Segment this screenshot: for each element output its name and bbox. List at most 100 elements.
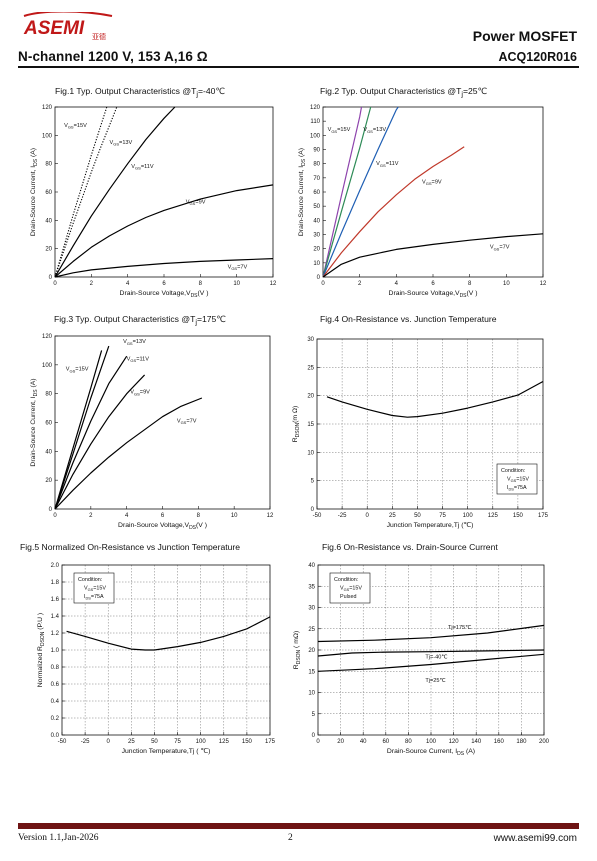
series-line-1 bbox=[326, 380, 544, 418]
y-tick-label: 0 bbox=[49, 275, 53, 281]
x-axis-title: Drain-Source Voltage,VDS(V ) bbox=[120, 290, 209, 299]
y-tick-label: 10 bbox=[308, 691, 315, 697]
footer-website[interactable]: www.asemi99.com bbox=[493, 833, 577, 844]
y-tick-label: 1.6 bbox=[51, 597, 60, 603]
x-tick-label: 60 bbox=[382, 739, 389, 745]
x-tick-label: 6 bbox=[162, 281, 166, 287]
y-tick-label: 0 bbox=[317, 275, 321, 281]
y-tick-label: 80 bbox=[45, 392, 52, 398]
series-line-3 bbox=[54, 355, 128, 510]
series-line-1 bbox=[317, 624, 545, 643]
x-tick-label: 10 bbox=[231, 513, 238, 519]
fig3-title: Fig.3 Typ. Output Characteristics @Tj=17… bbox=[54, 314, 226, 327]
series-label: VGS=13V bbox=[110, 140, 133, 147]
series-label: Tj=175℃ bbox=[448, 625, 472, 631]
y-tick-label: 0.2 bbox=[51, 716, 60, 722]
x-tick-label: 0 bbox=[366, 513, 370, 519]
y-tick-label: 60 bbox=[313, 190, 320, 196]
x-tick-label: 10 bbox=[503, 281, 510, 287]
x-axis-title: Drain-Source Voltage,VDS(V ) bbox=[389, 290, 478, 299]
x-tick-label: 0 bbox=[316, 739, 320, 745]
y-tick-label: 30 bbox=[308, 606, 315, 612]
series-label: VGS=9V bbox=[130, 390, 150, 397]
part-number: ACQ120R016 bbox=[498, 50, 577, 64]
x-tick-label: 125 bbox=[488, 513, 499, 519]
x-tick-label: 100 bbox=[426, 739, 437, 745]
y-tick-label: 10 bbox=[313, 261, 320, 267]
fig2-title: Fig.2 Typ. Output Characteristics @Tj=25… bbox=[320, 86, 488, 99]
x-tick-label: 10 bbox=[233, 281, 240, 287]
x-tick-label: 25 bbox=[128, 739, 135, 745]
y-axis-title: RDSON(m Ω) bbox=[292, 406, 301, 443]
x-tick-label: 4 bbox=[126, 281, 130, 287]
y-tick-label: 20 bbox=[308, 648, 315, 654]
y-tick-label: 30 bbox=[307, 337, 314, 343]
series-line-2 bbox=[54, 345, 110, 510]
chart-5: -50 -25 0 25 50 75 100 125 150 175 0.0 0.2 0.4 0.6 0.8… bbox=[37, 563, 276, 755]
x-tick-label: -50 bbox=[313, 513, 322, 519]
condition-line: Condition: bbox=[334, 577, 358, 583]
x-tick-label: 75 bbox=[174, 739, 181, 745]
series-line-4 bbox=[54, 374, 146, 510]
series-line-5 bbox=[54, 397, 203, 510]
x-tick-label: 2 bbox=[89, 513, 93, 519]
logo-subtext: 亚德 bbox=[92, 32, 106, 41]
x-tick-label: 180 bbox=[516, 739, 527, 745]
y-tick-label: 120 bbox=[42, 334, 53, 340]
condition-line: VGS=15V bbox=[507, 477, 529, 484]
x-tick-label: 12 bbox=[270, 281, 277, 287]
y-tick-label: 60 bbox=[45, 421, 52, 427]
series-line-4 bbox=[54, 184, 274, 278]
x-tick-label: 20 bbox=[337, 739, 344, 745]
x-tick-label: 0 bbox=[53, 513, 57, 519]
asemi-logo: ASEMI 亚德 bbox=[22, 10, 114, 42]
spec-line: N-channel 1200 V, 153 A,16 Ω bbox=[18, 49, 208, 64]
series-label: Tj=-40℃ bbox=[425, 655, 448, 661]
x-tick-label: 8 bbox=[468, 281, 472, 287]
y-axis-title: Drain-Source Current, IDS (A) bbox=[30, 378, 39, 466]
x-axis-title: Drain-Source Current, IDS (A) bbox=[387, 748, 475, 757]
x-axis-title: Junction Temperature,Tj (℃) bbox=[387, 522, 474, 529]
y-tick-label: 35 bbox=[308, 584, 315, 590]
condition-line: Pulsed bbox=[340, 594, 356, 600]
series-line-5 bbox=[322, 233, 544, 278]
series-line-3 bbox=[54, 106, 176, 278]
y-tick-label: 5 bbox=[312, 712, 316, 718]
y-axis-title: RDSON ( mΩ) bbox=[293, 631, 302, 669]
y-tick-label: 0.6 bbox=[51, 682, 60, 688]
series-line-2 bbox=[322, 106, 372, 278]
x-tick-label: 25 bbox=[389, 513, 396, 519]
x-tick-label: -25 bbox=[81, 739, 90, 745]
footer-page-number: 2 bbox=[288, 833, 293, 843]
x-tick-label: 80 bbox=[405, 739, 412, 745]
x-tick-label: 160 bbox=[494, 739, 505, 745]
y-tick-label: 1.8 bbox=[51, 580, 60, 586]
y-tick-label: 25 bbox=[307, 365, 314, 371]
series-label: VGS=11V bbox=[376, 161, 399, 168]
y-tick-label: 1.0 bbox=[51, 648, 60, 654]
y-tick-label: 0 bbox=[49, 507, 53, 513]
y-tick-label: 30 bbox=[313, 233, 320, 239]
footer-bar bbox=[18, 823, 579, 829]
condition-line: VGS=15V bbox=[340, 586, 362, 593]
y-axis-title: Drain-Source Current, IDS (A) bbox=[30, 148, 39, 236]
y-tick-label: 110 bbox=[310, 119, 320, 125]
x-tick-label: 4 bbox=[395, 281, 399, 287]
series-label: VGS=7V bbox=[490, 245, 510, 252]
condition-box bbox=[73, 572, 115, 604]
series-label: VGS=7V bbox=[228, 265, 248, 272]
fig1-title: Fig.1 Typ. Output Characteristics @Tj=-4… bbox=[55, 86, 226, 99]
y-tick-label: 100 bbox=[42, 133, 53, 139]
x-tick-label: 50 bbox=[414, 513, 421, 519]
series-label: VGS=11V bbox=[127, 357, 150, 364]
chart-4: -50 -25 0 25 50 75 100 125 150 175 0 5 10 15 20 25 30 Jun… bbox=[292, 337, 549, 529]
x-tick-label: 150 bbox=[513, 513, 524, 519]
y-tick-label: 2.0 bbox=[51, 563, 60, 569]
x-tick-label: 175 bbox=[265, 739, 276, 745]
y-tick-label: 80 bbox=[45, 162, 52, 168]
series-line-1 bbox=[66, 616, 271, 651]
x-tick-label: 125 bbox=[219, 739, 230, 745]
condition-box bbox=[496, 463, 538, 495]
